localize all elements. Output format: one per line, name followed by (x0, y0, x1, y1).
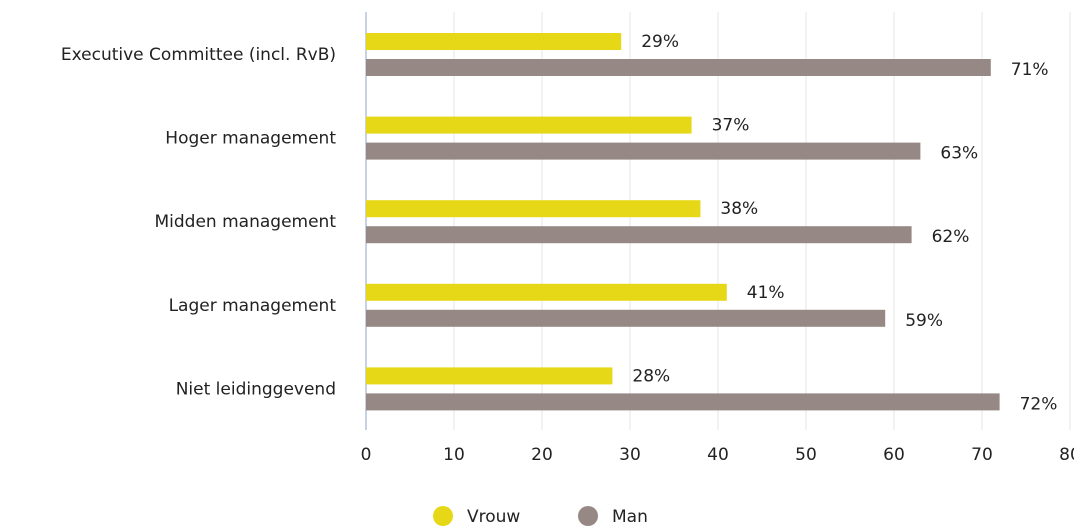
x-tick-label: 70 (971, 445, 993, 465)
x-tick-label: 30 (619, 445, 641, 465)
bar (366, 283, 727, 301)
data-label: 28% (632, 366, 670, 386)
bar (366, 309, 886, 327)
y-tick-label: Niet leidinggevend (176, 379, 336, 399)
y-tick-label: Hoger management (165, 129, 336, 149)
y-tick-label: Midden management (155, 212, 337, 232)
x-tick-label: 20 (531, 445, 553, 465)
data-label: 59% (905, 311, 943, 331)
data-label: 62% (932, 227, 970, 247)
y-tick-label: Lager management (169, 296, 337, 316)
bar (366, 142, 921, 160)
x-tick-label: 40 (707, 445, 729, 465)
bar (366, 367, 613, 385)
bar (366, 116, 692, 134)
legend-swatch (433, 506, 453, 526)
legend-swatch (578, 506, 598, 526)
data-label: 37% (712, 116, 750, 136)
legend-label: Man (612, 507, 648, 526)
data-label: 41% (747, 283, 785, 303)
x-tick-label: 10 (443, 445, 465, 465)
data-label: 29% (641, 32, 679, 52)
data-label: 71% (1011, 60, 1049, 80)
bar (366, 226, 912, 244)
x-tick-label: 0 (361, 445, 372, 465)
bar (366, 393, 1000, 411)
bar (366, 59, 991, 76)
x-tick-label: 80 (1059, 445, 1074, 465)
data-label: 72% (1020, 394, 1058, 414)
data-label: 38% (720, 199, 758, 219)
x-tick-label: 60 (883, 445, 905, 465)
bar (366, 33, 622, 50)
y-tick-label: Executive Committee (incl. RvB) (61, 45, 336, 65)
legend-label: Vrouw (467, 507, 520, 526)
x-tick-label: 50 (795, 445, 817, 465)
bar (366, 200, 701, 218)
data-label: 63% (940, 144, 978, 164)
